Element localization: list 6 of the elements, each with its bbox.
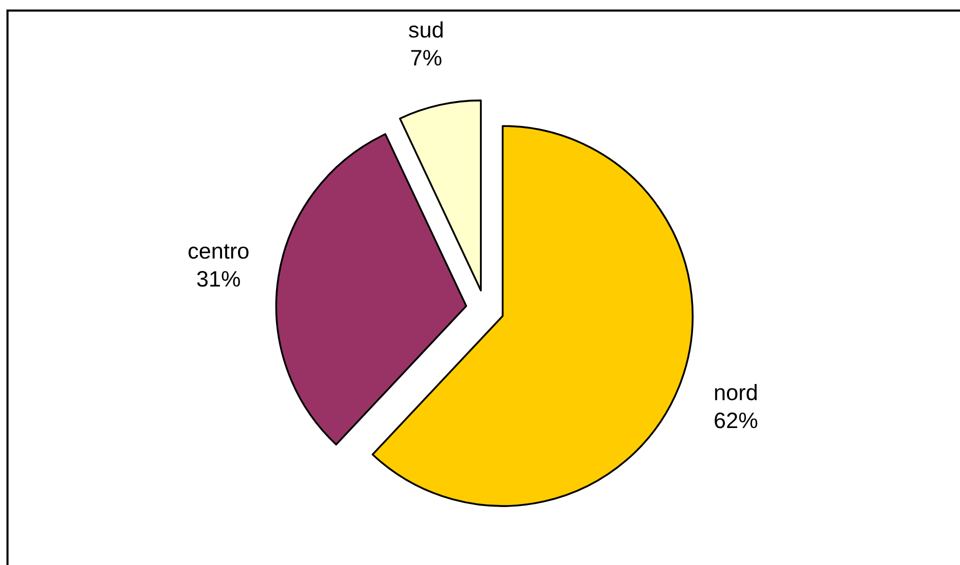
slice-label: nord <box>715 384 757 400</box>
slice-label: sud <box>408 21 443 38</box>
data-label: 62% <box>714 412 758 428</box>
slice-label: centro <box>188 244 248 259</box>
data-label: 31% <box>197 271 240 287</box>
data-label: 7% <box>411 50 442 66</box>
